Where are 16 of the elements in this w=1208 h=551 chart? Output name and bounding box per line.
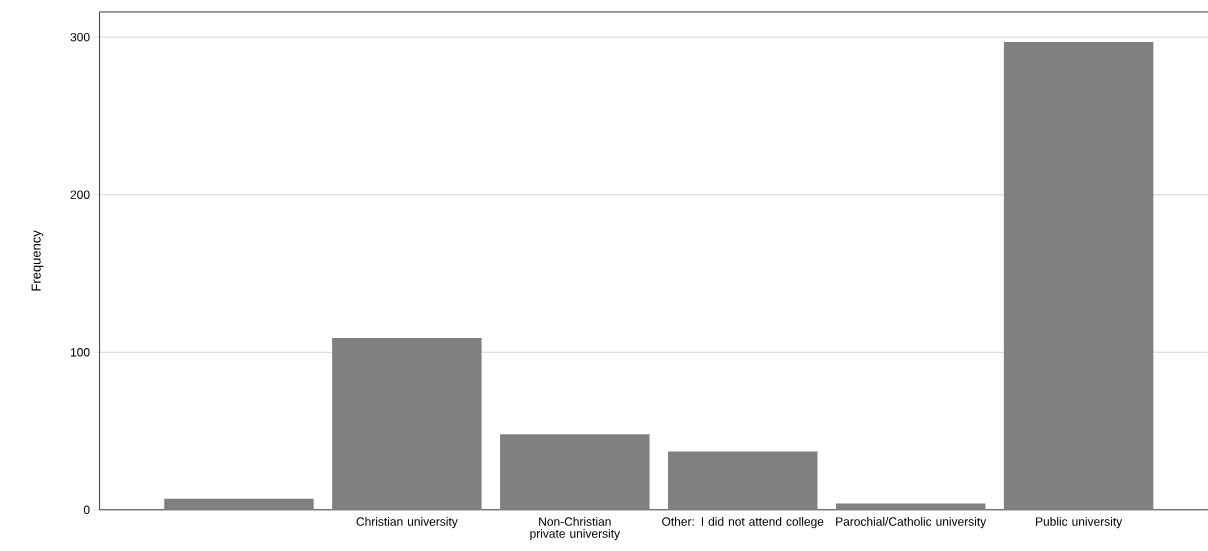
y-tick-label: 100 (70, 348, 90, 357)
bar (500, 434, 650, 510)
y-tick-label: 300 (70, 33, 90, 42)
x-tick-label: Non-Christian private university (530, 517, 621, 541)
x-tick-label: Public university (1036, 517, 1123, 529)
x-tick-label: Parochial/Catholic university (836, 517, 987, 529)
bar (835, 503, 986, 510)
x-tick-label: Other: I did not attend college (662, 517, 824, 529)
y-axis-title: Frequency (31, 230, 44, 291)
bar (1003, 42, 1154, 510)
bar (164, 498, 314, 510)
y-tick-label: 0 (83, 505, 90, 515)
y-tick-label: 200 (70, 190, 90, 200)
bar (668, 451, 818, 510)
x-tick-label: Christian university (356, 517, 458, 529)
bar (332, 338, 482, 510)
